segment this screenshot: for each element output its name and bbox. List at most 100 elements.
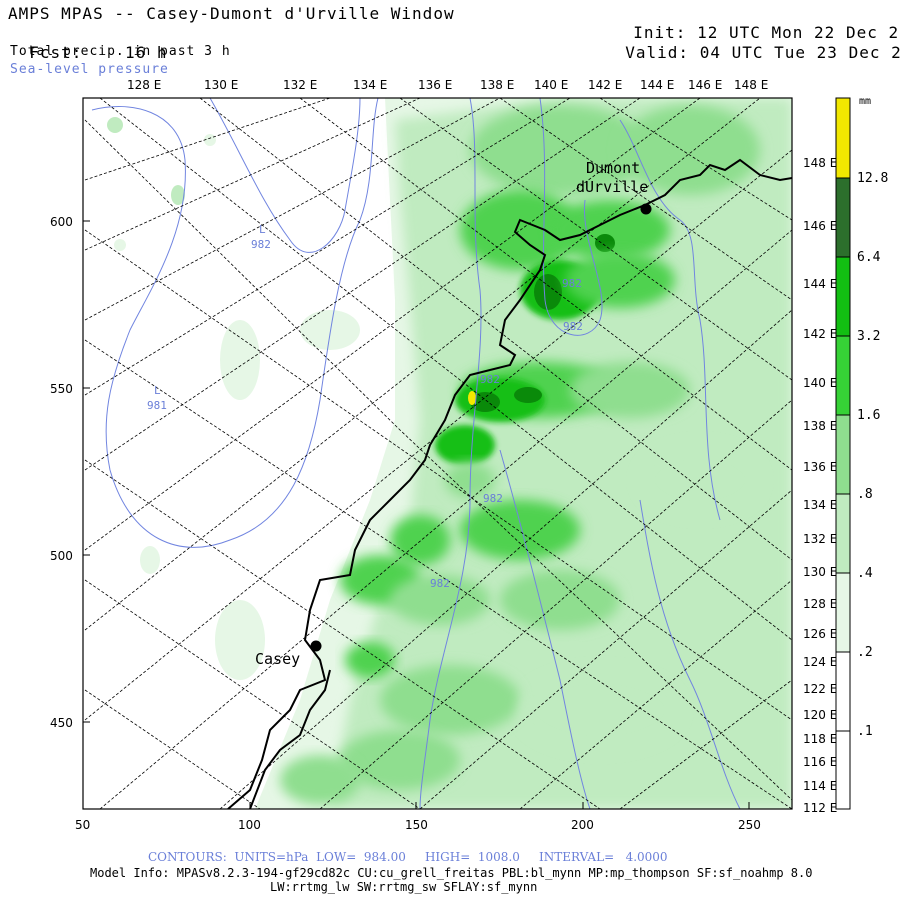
y-tick-450: 450 — [50, 716, 73, 730]
dumont-durville-station-marker — [640, 203, 652, 215]
colorbar-bin-0-2 — [836, 652, 850, 731]
lon-top-148: 148 E — [734, 78, 768, 92]
y-axis-labels: 600 550 500 450 — [50, 215, 73, 730]
lon-top-128: 128 E — [127, 78, 161, 92]
pressure-labels: L 982 L 981 982 982 982 982 982 — [147, 223, 583, 590]
lon-right-122: 122 E — [803, 682, 837, 696]
right-longitude-labels: 148 E 146 E 144 E 142 E 140 E 138 E 136 … — [803, 156, 837, 815]
colorbar-label-0-1: .1 — [857, 724, 873, 739]
isobar-label-c: 982 — [480, 373, 500, 386]
isobar-label-b: 982 — [563, 320, 583, 333]
x-tick-150: 150 — [405, 818, 428, 832]
lon-right-146: 146 E — [803, 219, 837, 233]
lon-top-140: 140 E — [534, 78, 568, 92]
y-tick-550: 550 — [50, 382, 73, 396]
x-tick-250: 250 — [738, 818, 761, 832]
lon-right-118: 118 E — [803, 732, 837, 746]
overlay-name: Sea-level pressure — [10, 62, 169, 77]
colorbar: mm 12.8 6.4 3.2 1.6 .8 .4 .2 .1 — [835, 96, 888, 810]
colorbar-bin-0-1 — [836, 731, 850, 809]
colorbar-bin-0-8 — [836, 494, 850, 573]
x-tick-50: 50 — [75, 818, 90, 832]
lon-right-120: 120 E — [803, 708, 837, 722]
colorbar-bin-3-2 — [836, 336, 850, 415]
colorbar-label-0-8: .8 — [857, 487, 873, 502]
lon-right-132: 132 E — [803, 532, 837, 546]
lon-right-126: 126 E — [803, 627, 837, 641]
low-value-1: 982 — [251, 238, 271, 251]
lon-top-132: 132 E — [283, 78, 317, 92]
colorbar-label-3-2: 3.2 — [857, 329, 880, 344]
colorbar-bin-12-8 — [836, 178, 850, 257]
colorbar-label-6-4: 6.4 — [857, 250, 881, 265]
field-name: Total precip. in past 3 h — [10, 44, 231, 59]
lon-right-142: 142 E — [803, 327, 837, 341]
valid-label: Valid: — [625, 43, 690, 62]
lon-right-138: 138 E — [803, 419, 837, 433]
colorbar-label-0-2: .2 — [857, 645, 873, 660]
colorbar-label-1-6: 1.6 — [857, 408, 880, 423]
colorbar-label-0-4: .4 — [857, 566, 873, 581]
lon-right-112: 112 E — [803, 801, 837, 815]
top-longitude-labels: 128 E 130 E 132 E 134 E 136 E 138 E 140 … — [127, 78, 768, 92]
lon-right-128: 128 E — [803, 597, 837, 611]
dumont-durville-label-line1: Dumont — [586, 159, 640, 177]
valid-value: 04 UTC Tue 23 Dec 25 — [699, 43, 900, 62]
isobars — [91, 98, 741, 809]
graticule — [84, 98, 792, 809]
plot-frame — [82, 97, 793, 810]
y-tick-600: 600 — [50, 215, 73, 229]
fcst-value: 16 h — [124, 43, 168, 62]
lon-top-134: 134 E — [353, 78, 387, 92]
lon-top-136: 136 E — [418, 78, 452, 92]
forecast-hour: Fcst: 16 h — [8, 24, 168, 62]
casey-station-marker — [310, 640, 322, 652]
colorbar-bin-1-6 — [836, 415, 850, 494]
colorbar-bin-max — [836, 98, 850, 178]
low-marker-1: L — [259, 223, 266, 236]
lon-right-124: 124 E — [803, 655, 837, 669]
lon-right-134: 134 E — [803, 498, 837, 512]
x-axis-labels: 50 100 150 200 250 — [75, 818, 761, 832]
model-info: Model Info: MPASv8.2.3-194-gf29cd82c CU:… — [90, 866, 813, 880]
lon-right-114: 114 E — [803, 779, 837, 793]
lon-top-144: 144 E — [640, 78, 674, 92]
lon-right-116: 116 E — [803, 755, 837, 769]
init-label: Init: — [633, 23, 687, 42]
coastline — [227, 158, 792, 809]
lon-right-144: 144 E — [803, 277, 837, 291]
map-plot-area: Dumont dUrville Casey L 982 L 981 982 98… — [83, 98, 792, 809]
lon-top-142: 142 E — [588, 78, 622, 92]
dumont-durville-label-line2: dUrville — [576, 178, 648, 196]
isobar-label-a: 982 — [562, 277, 582, 290]
y-tick-500: 500 — [50, 549, 73, 563]
valid-time: Valid: 04 UTC Tue 23 Dec 25 — [604, 24, 900, 62]
lon-top-146: 146 E — [688, 78, 722, 92]
lon-right-140: 140 E — [803, 376, 837, 390]
lon-top-130: 130 E — [204, 78, 238, 92]
isobar-label-e: 982 — [430, 577, 450, 590]
init-time: Init: 12 UTC Mon 22 Dec 25 — [612, 4, 900, 42]
colorbar-frame — [835, 97, 851, 810]
contour-info: CONTOURS: UNITS=hPa LOW= 984.00 HIGH= 10… — [148, 850, 668, 864]
precip-shading — [107, 98, 792, 809]
casey-label: Casey — [255, 650, 300, 668]
colorbar-bin-0-4 — [836, 573, 850, 652]
init-value: 12 UTC Mon 22 Dec 25 — [697, 23, 900, 42]
colorbar-unit: mm — [859, 96, 871, 107]
lon-right-136: 136 E — [803, 460, 837, 474]
lon-right-148: 148 E — [803, 156, 837, 170]
low-marker-2: L — [154, 384, 161, 397]
lon-right-130: 130 E — [803, 565, 837, 579]
isobar-label-d: 982 — [483, 492, 503, 505]
map-title: AMPS MPAS -- Casey-Dumont d'Urville Wind… — [8, 4, 455, 23]
colorbar-bin-6-4 — [836, 257, 850, 336]
colorbar-label-12-8: 12.8 — [857, 171, 888, 186]
lon-top-138: 138 E — [480, 78, 514, 92]
fcst-label: Fcst: — [29, 43, 83, 62]
x-tick-100: 100 — [238, 818, 261, 832]
model-info-line2: LW:rrtmg_lw SW:rrtmg_sw SFLAY:sf_mynn — [270, 880, 538, 894]
low-value-2: 981 — [147, 399, 167, 412]
axis-ticks — [82, 220, 750, 809]
